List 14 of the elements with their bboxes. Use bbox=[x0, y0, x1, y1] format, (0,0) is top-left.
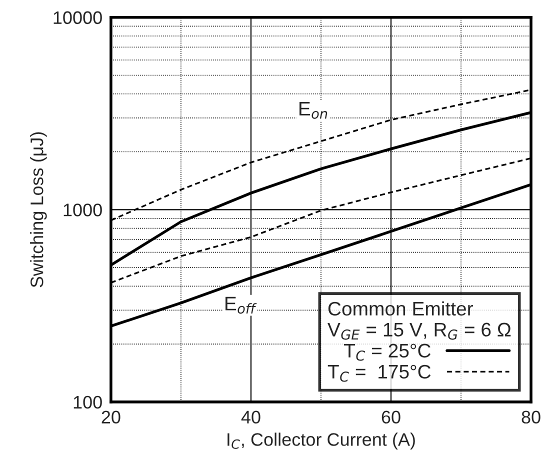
y-tick-label: 10000 bbox=[54, 11, 102, 24]
annotation: E$_{off}$ bbox=[226, 296, 257, 314]
x-tick-label: 80 bbox=[522, 410, 540, 424]
x-tick-label: 40 bbox=[241, 410, 260, 424]
x-tick-label: 20 bbox=[102, 410, 120, 424]
y-tick-label: 1000 bbox=[64, 204, 102, 216]
annotation: E$_{on}$ bbox=[300, 102, 328, 119]
legend-label: T$_{C}$ = 25°C bbox=[344, 344, 431, 361]
x-tick-label: 60 bbox=[382, 410, 400, 424]
x-axis-title: I$_{C}$, Collector Current (A) bbox=[228, 432, 415, 450]
y-axis-title: Switching Loss (μJ) bbox=[30, 132, 47, 288]
legend-title: Common Emitter V$_{GE}$ = 15 V, R$_{G}$ = 6 Ω bbox=[328, 301, 511, 340]
y-tick-label: 100 bbox=[74, 396, 102, 409]
legend-label: T$_{C}$ = 175°C bbox=[328, 364, 431, 382]
